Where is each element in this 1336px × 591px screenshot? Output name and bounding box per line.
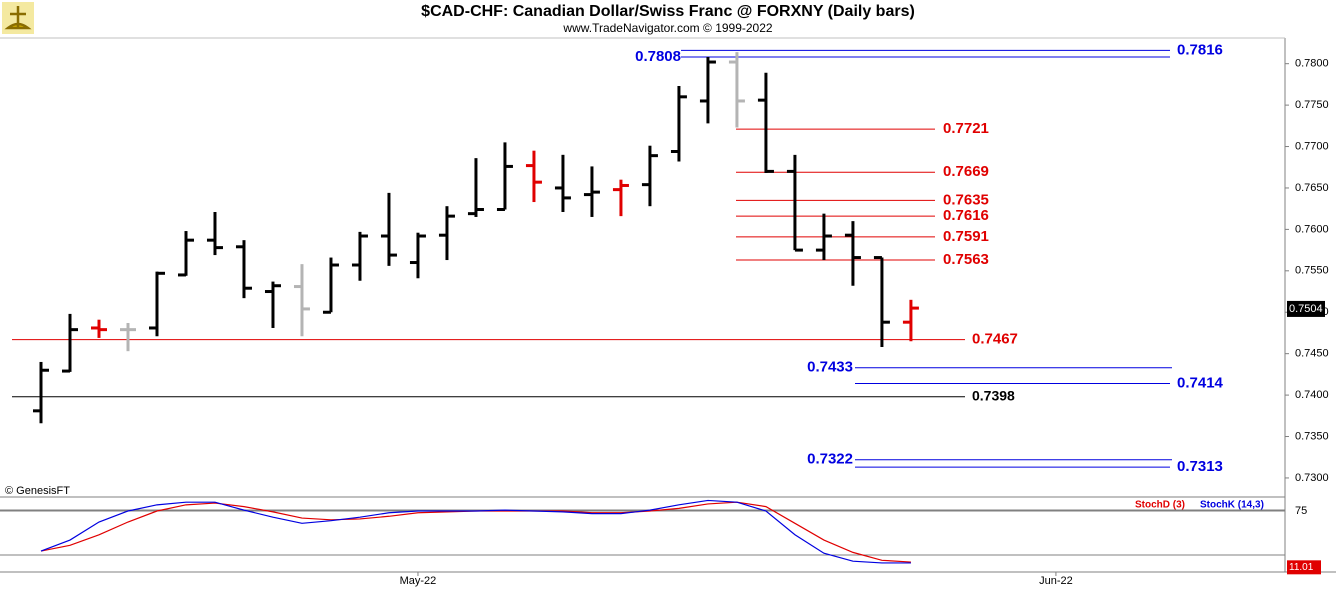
ohlc-bar <box>177 231 194 277</box>
ohlc-bar <box>32 361 49 424</box>
level-label: 0.7414 <box>1177 374 1224 391</box>
level-label: 0.7398 <box>972 387 1015 403</box>
ohlc-bar <box>902 299 919 342</box>
ohlc-bar <box>641 145 658 207</box>
ohlc-bar <box>351 231 368 281</box>
y-tick-label: 0.7800 <box>1295 58 1329 70</box>
ohlc-bar <box>409 232 426 279</box>
last-price-box <box>1287 300 1325 317</box>
last-price: 0.7504 <box>1289 303 1323 315</box>
ohlc-bar <box>380 192 397 266</box>
ohlc-bar <box>757 72 774 174</box>
level-label: 0.7808 <box>635 48 681 65</box>
y-tick-label: 0.7400 <box>1295 389 1329 401</box>
ohlc-bar <box>264 281 281 328</box>
y-tick-label: 75 <box>1295 505 1307 517</box>
y-tick-label: 0.7700 <box>1295 140 1329 152</box>
y-tick-label: 0.7600 <box>1295 223 1329 235</box>
ohlc-bar <box>206 211 223 256</box>
ohlc-bar <box>293 264 310 337</box>
ohlc-bar <box>235 240 252 299</box>
level-label: 0.7563 <box>943 251 989 268</box>
level-label: 0.7591 <box>943 228 989 245</box>
y-tick-label: 0.7450 <box>1295 348 1329 360</box>
level-label: 0.7721 <box>943 120 989 137</box>
level-label: 0.7669 <box>943 163 989 180</box>
ohlc-bar <box>844 221 861 286</box>
y-tick-label: 0.7350 <box>1295 430 1329 442</box>
level-label: 0.7467 <box>972 331 1018 348</box>
ohlc-bar <box>90 319 107 338</box>
ohlc-bar <box>786 154 803 252</box>
ohlc-bar <box>322 257 339 314</box>
logo <box>2 2 34 34</box>
level-label: 0.7816 <box>1177 41 1223 58</box>
last-value-box <box>1287 560 1321 575</box>
legend-label: StochD (3) <box>1135 500 1185 511</box>
legend-label: StochK (14,3) <box>1200 500 1264 511</box>
credit: © GenesisFT <box>5 485 70 497</box>
ohlc-bar <box>438 206 455 261</box>
ohlc-bar <box>119 323 136 352</box>
level-label: 0.7322 <box>807 451 853 468</box>
level-label: 0.7313 <box>1177 458 1223 475</box>
y-tick-label: 0.7550 <box>1295 265 1329 277</box>
chart-title: $CAD-CHF: Canadian Dollar/Swiss Franc @ … <box>421 3 915 20</box>
ohlc-bar <box>554 154 571 212</box>
level-label: 0.7616 <box>943 207 989 224</box>
ohlc-bar <box>815 213 832 261</box>
level-label: 0.7635 <box>943 191 989 208</box>
x-tick-label: May-22 <box>400 575 437 587</box>
y-tick-label: 0.7300 <box>1295 472 1329 484</box>
ohlc-bar <box>61 313 78 373</box>
ohlc-bar <box>525 150 542 203</box>
ohlc-bar <box>496 142 513 212</box>
x-tick-label: Jun-22 <box>1039 575 1073 587</box>
ohlc-bar <box>699 57 716 124</box>
stoch-line <box>40 499 911 564</box>
ohlc-bar <box>728 52 745 128</box>
ohlc-bar <box>467 158 484 217</box>
ohlc-bar <box>670 86 687 162</box>
ohlc-bar <box>873 256 890 348</box>
ohlc-bar <box>612 179 629 217</box>
level-label: 0.7433 <box>807 359 853 376</box>
ohlc-bar <box>148 271 165 337</box>
chart-subtitle: www.TradeNavigator.com © 1999-2022 <box>562 21 772 35</box>
ohlc-bar <box>583 166 600 217</box>
y-tick-label: 0.7750 <box>1295 99 1329 111</box>
y-tick-label: 0.7650 <box>1295 182 1329 194</box>
last-value: 11.01 <box>1289 562 1314 573</box>
